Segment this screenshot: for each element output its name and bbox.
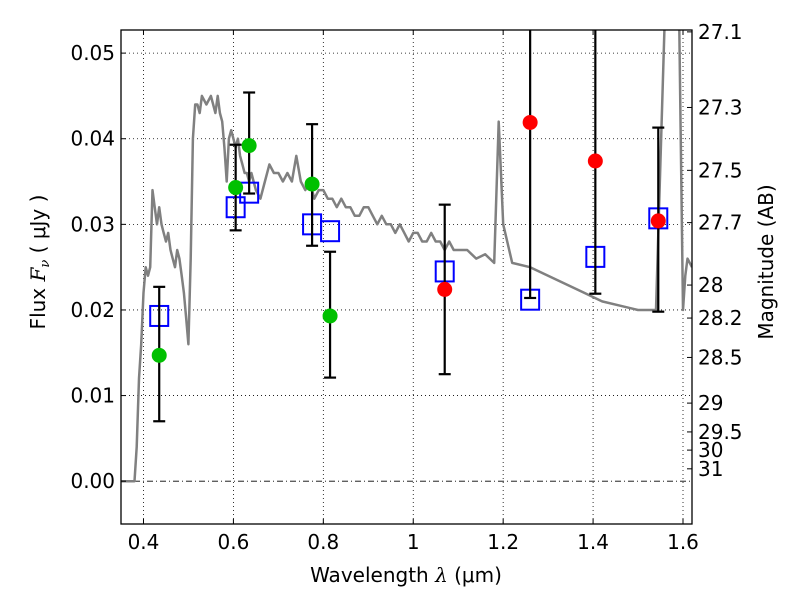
- y2-tick-label: 27.7: [698, 211, 743, 235]
- x-tick-label: 1.4: [577, 530, 609, 554]
- y-tick-label: 0.02: [70, 298, 115, 322]
- x-tick-label: 1.2: [487, 530, 519, 554]
- x-tick-label: 0.6: [217, 530, 249, 554]
- detections-point: [322, 308, 338, 324]
- detections-point: [228, 180, 244, 196]
- plot-area: [121, 30, 692, 483]
- y2-tick-label: 27.1: [698, 20, 743, 44]
- detections-point: [151, 347, 167, 363]
- y-tick-label: 0.03: [70, 212, 115, 236]
- axis-ticks: 0.4 0.6 0.8 1 1.2 1.4 1.6 0.00 0.01 0.02 0.03 0.04 0…: [70, 20, 742, 554]
- y-axis-label: Flux Fν ( μJy ): [26, 195, 53, 330]
- y2-tick-label: 28: [698, 273, 723, 297]
- y2-tick-label: 29.5: [698, 420, 743, 444]
- upper-limits-point: [587, 153, 603, 169]
- x-tick-label: 1: [407, 530, 420, 554]
- x-tick-label: 1.6: [667, 530, 699, 554]
- x-tick-label: 0.8: [307, 530, 339, 554]
- y2-tick-label: 27.3: [698, 95, 743, 119]
- y-tick-label: 0.00: [70, 469, 115, 493]
- y2-tick-label: 28.2: [698, 306, 743, 330]
- upper-limits-point: [522, 114, 538, 130]
- y2-axis-label: Magnitude (AB): [754, 184, 778, 339]
- model-photometry-square: [320, 220, 341, 243]
- detections-point: [304, 176, 320, 192]
- grid: [121, 30, 692, 524]
- x-axis-label: Wavelength λ (μm): [310, 563, 502, 587]
- detections-point: [241, 138, 257, 154]
- plot-frame: [120, 29, 693, 525]
- y-tick-label: 0.04: [70, 127, 115, 151]
- x-tick-label: 0.4: [128, 530, 160, 554]
- y-tick-label: 0.05: [70, 41, 115, 65]
- y2-tick-label: 29: [698, 391, 723, 415]
- y2-tick-label: 30: [698, 438, 723, 462]
- y2-tick-label: 27.5: [698, 158, 743, 182]
- y2-tick-label: 28.5: [698, 345, 743, 369]
- y-tick-label: 0.01: [70, 384, 115, 408]
- upper-limits-point: [650, 213, 666, 229]
- upper-limits-point: [437, 281, 453, 297]
- model-spectrum-line: [121, 30, 692, 483]
- y2-tick-label: 31: [698, 457, 723, 481]
